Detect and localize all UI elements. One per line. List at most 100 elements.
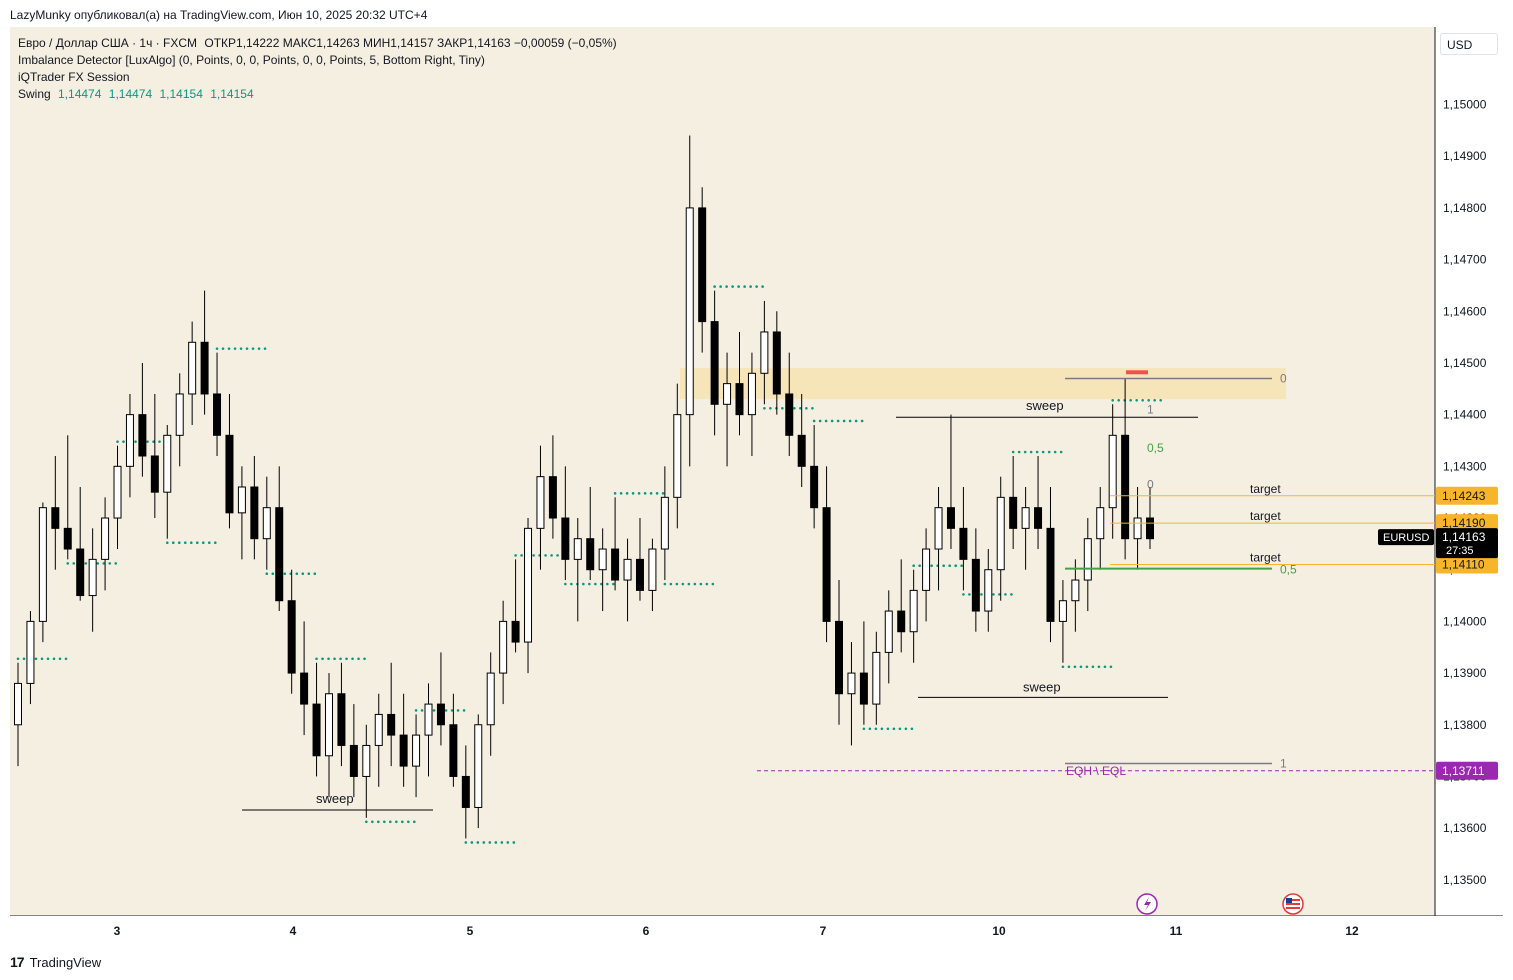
bearish-candle <box>897 610 906 633</box>
bearish-candle <box>213 393 222 436</box>
bullish-candle <box>934 507 943 550</box>
bullish-candle <box>499 620 508 674</box>
swing-dot <box>450 709 454 712</box>
swing-dot <box>830 419 834 423</box>
target-price-tag-text: 1,14190 <box>1442 516 1486 530</box>
swing-dot <box>904 727 908 731</box>
swing-dot <box>1047 450 1051 454</box>
bearish-candle <box>959 527 968 560</box>
swing-dot <box>464 841 468 844</box>
price-tick-label: 1,14000 <box>1443 614 1487 628</box>
bearish-candle <box>337 693 346 746</box>
swing-dot <box>898 727 902 731</box>
swing-dot <box>1117 399 1120 402</box>
sweep-label: sweep <box>1023 679 1061 694</box>
swing-dot <box>880 727 884 731</box>
indicator-swing[interactable]: Swing 1,14474 1,14474 1,14154 1,14154 <box>18 86 617 103</box>
swing-dot <box>313 572 317 576</box>
price-tick-label: 1,14800 <box>1443 201 1487 215</box>
swing-dot <box>725 285 728 288</box>
swing-dot <box>1059 450 1063 454</box>
bearish-candle <box>810 465 819 509</box>
target-price-tag <box>1436 555 1498 574</box>
swing-dot <box>968 593 971 596</box>
indicator-imbalance[interactable]: Imbalance Detector [LuxAlgo] (0, Points,… <box>18 53 485 67</box>
bearish-candle <box>312 703 321 757</box>
swing-dot <box>582 582 585 586</box>
bearish-candle <box>1121 434 1130 540</box>
swing-dot <box>1129 399 1132 402</box>
time-axis[interactable]: 3 4 5 6 7 10 11 12 <box>114 924 1359 938</box>
bullish-candle <box>486 672 495 726</box>
swing-dot <box>812 419 816 423</box>
swing-dot <box>183 541 187 544</box>
swing-dot <box>1079 665 1083 669</box>
swing-dot <box>550 554 553 557</box>
bearish-candle <box>635 558 644 591</box>
bearish-candle <box>1046 527 1055 622</box>
price-tick-label: 1,14500 <box>1443 356 1487 370</box>
swing-dot <box>769 407 772 410</box>
swing-dot <box>315 657 318 661</box>
bullish-candle <box>524 527 533 643</box>
swing-dot <box>594 582 597 586</box>
swing-dot <box>72 562 76 565</box>
bullish-candle <box>1108 434 1117 509</box>
time-tick-label: 5 <box>467 924 474 938</box>
price-tick-label: 1,13800 <box>1443 718 1487 732</box>
price-chart-svg[interactable]: sweepsweepsweep0110,500,5targettargettar… <box>10 27 1503 945</box>
swing-dot <box>233 347 237 350</box>
bearish-candle <box>461 775 470 808</box>
bearish-candle <box>300 672 309 705</box>
swing-dot <box>365 820 368 824</box>
chart-area[interactable]: sweep sweep sweep 0 1 1 0,5 0 0,5 target target tar… <box>10 27 1503 945</box>
price-tick-label: 1,13900 <box>1443 666 1487 680</box>
swing-dot <box>763 407 766 410</box>
time-tick-label: 6 <box>643 924 650 938</box>
swing-dot <box>22 657 26 661</box>
bearish-candle <box>138 414 147 457</box>
bullish-candle <box>884 610 893 653</box>
bullish-candle <box>996 496 1005 571</box>
swing-dot <box>705 582 709 586</box>
bullish-candle <box>1071 579 1080 602</box>
bearish-candle <box>436 703 445 726</box>
target-label: target <box>1250 509 1281 523</box>
swing-dot <box>500 841 504 844</box>
swing-dot <box>737 285 740 288</box>
bearish-candle <box>225 434 234 514</box>
bearish-candle <box>971 558 980 612</box>
footer-branding[interactable]: 17 TradingView <box>10 954 101 970</box>
swing-dot <box>675 582 679 586</box>
swing-dot <box>271 572 275 576</box>
symbol-title: Евро / Доллар США · 1ч · FXCM <box>18 36 198 50</box>
price-tags-layer: 1,14243 1,14190 1,14110 1,13711 EURUSD 1,1416… <box>1378 486 1498 780</box>
swing-dot <box>195 541 199 544</box>
swing-dot <box>631 492 635 495</box>
swing-dot <box>918 564 921 568</box>
swing-dot <box>1159 399 1162 402</box>
indicator-session[interactable]: iQTrader FX Session <box>18 70 130 84</box>
swing-dot <box>818 419 822 423</box>
bearish-candle <box>797 434 806 467</box>
bullish-candle <box>1058 600 1067 622</box>
swing-dot <box>600 582 603 586</box>
bullish-candle <box>984 569 993 612</box>
swing-dot <box>389 820 392 824</box>
ohlc-values: ОТКР1,14222 МАКС1,14263 МИН1,14157 ЗАКР1… <box>204 36 617 50</box>
symbol-row[interactable]: Евро / Доллар США · 1ч · FXCM ОТКР1,1422… <box>18 35 617 52</box>
price-tick-label: 1,15000 <box>1443 98 1487 112</box>
swing-dot <box>108 562 112 565</box>
swing-dot <box>16 657 20 661</box>
currency-button[interactable]: USD <box>1440 33 1498 55</box>
fib-label: 0,5 <box>1280 563 1297 577</box>
swing-dot <box>649 492 653 495</box>
bullish-candle <box>648 548 657 591</box>
swing-dot <box>693 582 697 586</box>
flash-icon[interactable] <box>1136 893 1158 915</box>
swing-dot <box>114 562 118 565</box>
swing-dot <box>799 407 802 410</box>
us-flag-icon[interactable] <box>1282 893 1304 915</box>
bearish-candle <box>698 207 707 323</box>
swing-dot <box>52 657 56 661</box>
